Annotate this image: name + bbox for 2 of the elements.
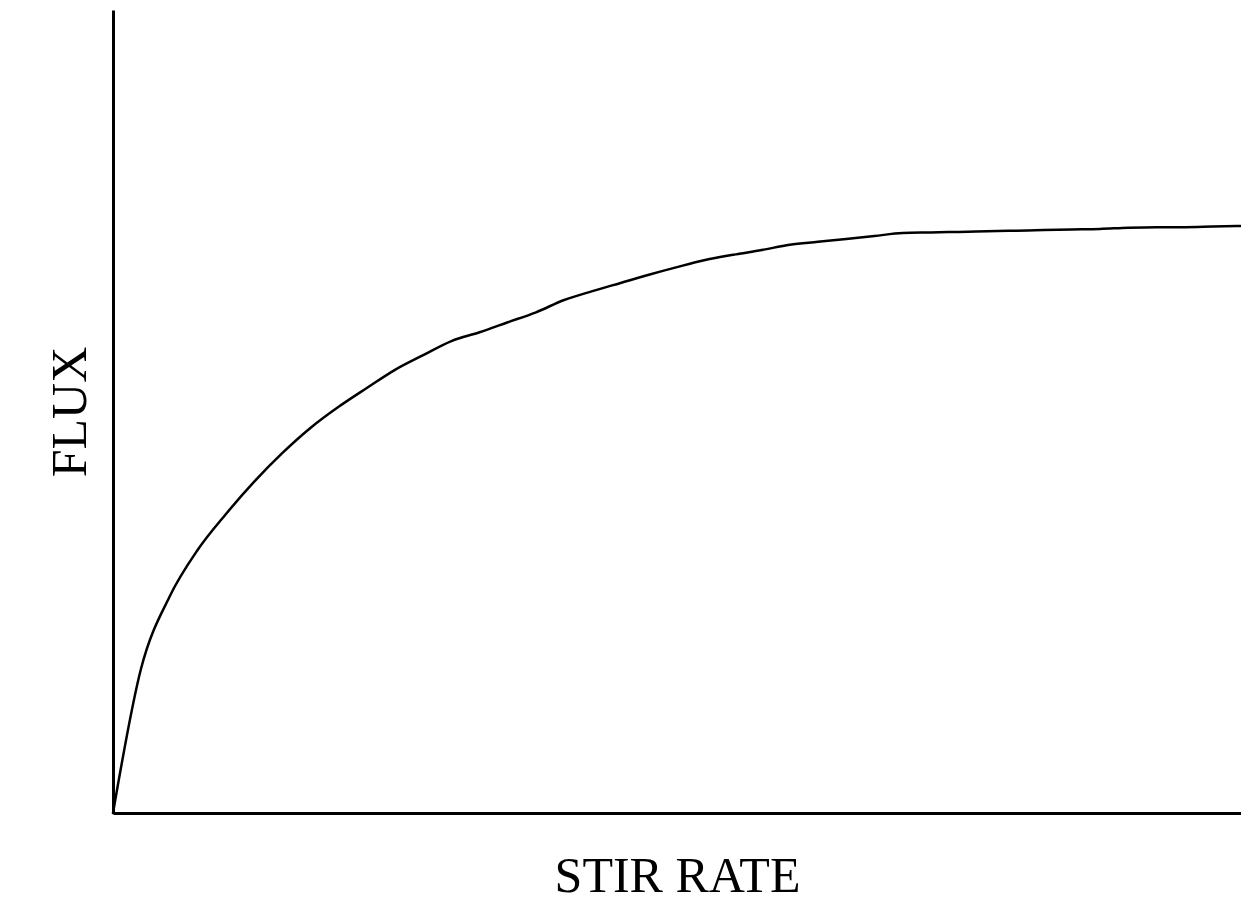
y-axis-title: FLUX xyxy=(40,346,97,478)
x-axis-title: STIR RATE xyxy=(554,846,801,903)
